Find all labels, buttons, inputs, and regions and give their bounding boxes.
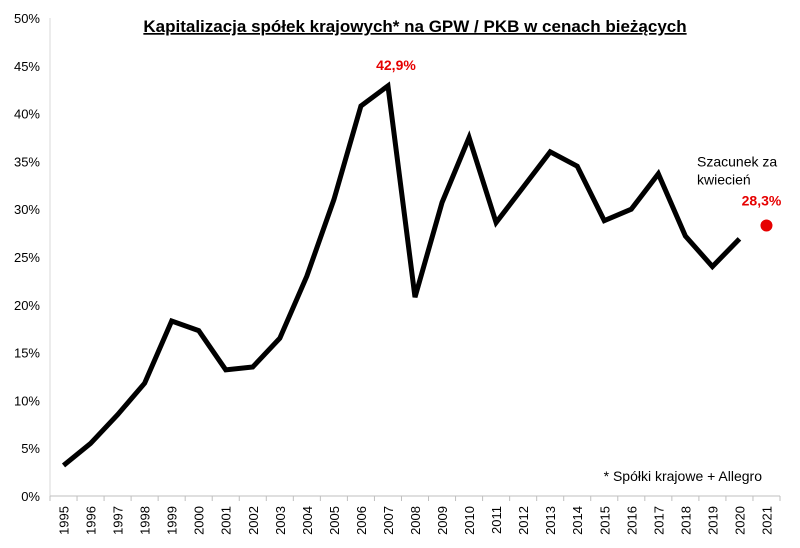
x-tick-label: 2010: [462, 506, 477, 535]
estimate-label: 28,3%: [742, 192, 782, 208]
series-line: [61, 81, 742, 468]
x-tick-label: 2020: [732, 506, 747, 535]
y-tick-labels: 0% 5% 10% 15% 20% 25% 30% 35% 40% 45% 50%: [14, 11, 40, 504]
x-tick-label: 2011: [489, 506, 504, 534]
y-tick-label: 30%: [14, 202, 40, 217]
x-tick-label: 1997: [111, 506, 126, 535]
y-tick-label: 0%: [21, 489, 40, 504]
x-tick-label: 2016: [624, 506, 639, 535]
x-tick-labels: 1995 1996 1997 1998 1999 2000 2001 2002 2003 2004…: [57, 506, 775, 535]
x-tick-marks: [49, 496, 781, 501]
y-tick-label: 5%: [21, 441, 40, 456]
x-tick-label: 2007: [381, 506, 396, 535]
x-tick-label: 2012: [516, 506, 531, 535]
x-tick-label: 2002: [246, 506, 261, 535]
x-tick-label: 2004: [300, 506, 315, 535]
x-tick-label: 2019: [705, 506, 720, 535]
y-tick-label: 15%: [14, 346, 40, 361]
estimate-note-line1: Szacunek za: [697, 153, 777, 169]
x-tick-label: 2008: [408, 506, 423, 535]
chart-title: Kapitalizacja spółek krajowych* na GPW /…: [143, 17, 686, 36]
y-tick-label: 25%: [14, 250, 40, 265]
x-tick-label: 2003: [273, 506, 288, 535]
footnote: * Spółki krajowe + Allegro: [604, 468, 763, 484]
x-tick-label: 1996: [84, 506, 99, 535]
y-tick-label: 20%: [14, 298, 40, 313]
y-tick-label: 50%: [14, 11, 40, 26]
x-tick-label: 2013: [543, 506, 558, 535]
estimate-point: [760, 219, 773, 232]
x-tick-label: 2015: [597, 506, 612, 535]
x-tick-label: 2006: [354, 506, 369, 535]
y-tick-label: 10%: [14, 393, 40, 408]
x-tick-label: 1999: [165, 506, 180, 535]
x-tick-label: 2017: [651, 506, 666, 535]
x-tick-label: 1995: [57, 506, 72, 535]
x-tick-label: 2000: [192, 506, 207, 535]
x-tick-label: 2021: [759, 506, 774, 535]
x-tick-label: 2009: [435, 506, 450, 535]
y-tick-label: 40%: [14, 107, 40, 122]
estimate-note-line2: kwiecień: [697, 171, 751, 187]
peak-label: 42,9%: [376, 57, 416, 73]
x-tick-label: 2005: [327, 506, 342, 535]
x-tick-label: 2018: [678, 506, 693, 535]
y-tick-label: 35%: [14, 154, 40, 169]
x-tick-label: 2014: [570, 506, 585, 535]
x-tick-label: 1998: [138, 506, 153, 535]
x-tick-label: 2001: [219, 506, 234, 535]
y-tick-label: 45%: [14, 59, 40, 74]
